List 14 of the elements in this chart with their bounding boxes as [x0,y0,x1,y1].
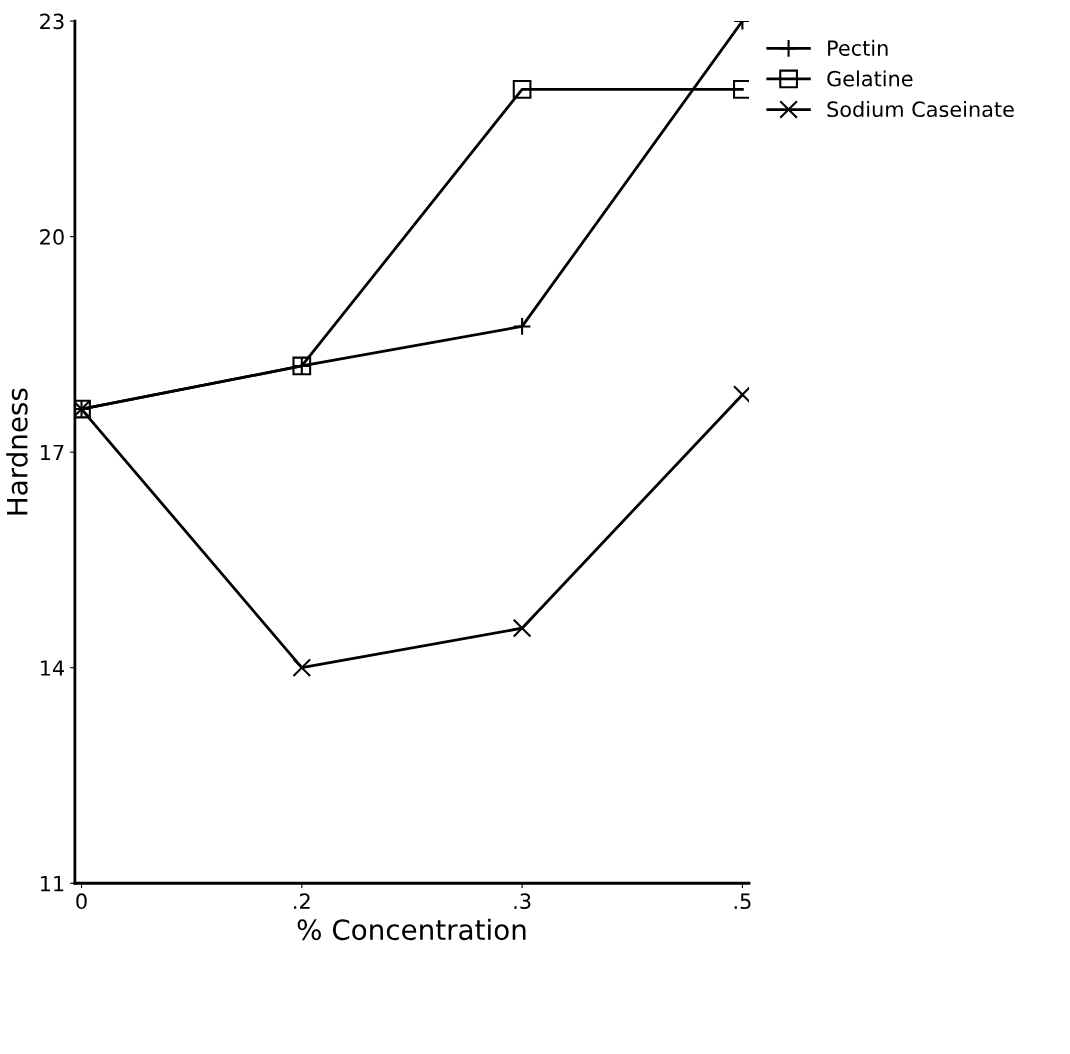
x-tick-label: .2 [294,893,310,909]
y-tick-label: 17 [40,444,64,461]
x-tick-label: .3 [514,893,531,910]
x-axis-title: % Concentration [297,918,526,941]
legend-label: Pectin [828,39,888,56]
y-tick-label: 23 [40,13,64,30]
legend-label: Gelatine [827,70,913,87]
x-tick-label: .5 [734,893,751,910]
legend-label: Sodium Caseinate [827,100,1014,118]
x-tick-label: 0 [76,893,87,910]
y-tick-label: 20 [40,229,64,245]
y-tick-label: 14 [40,660,65,676]
y-axis-title: Hardness [6,388,28,515]
y-tick-label: 11 [40,875,64,892]
